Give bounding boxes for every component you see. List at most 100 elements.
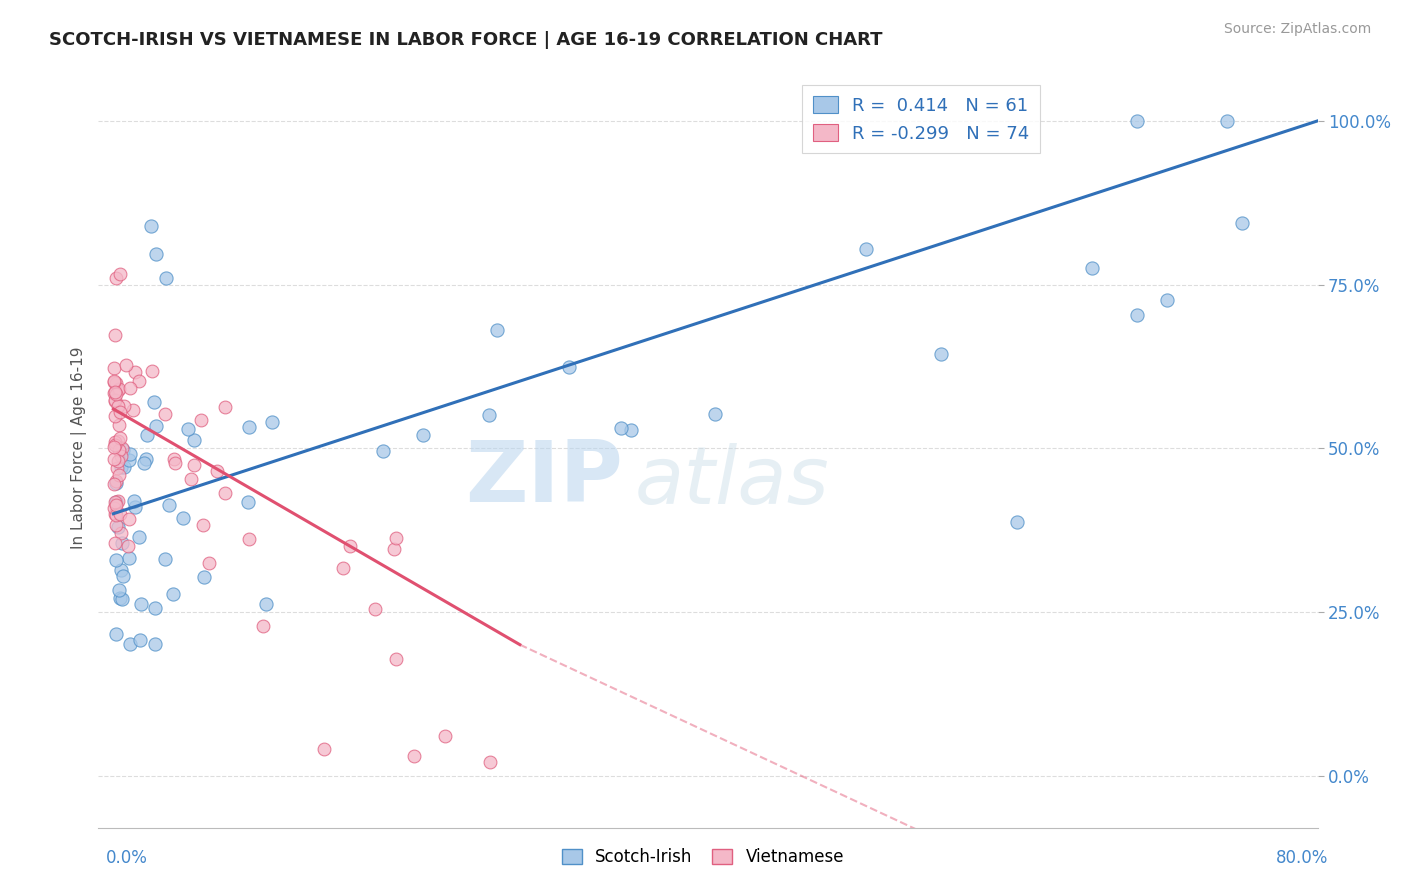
Point	[108, 417, 131, 432]
Point	[855, 242, 877, 256]
Point	[433, 729, 456, 743]
Point	[1081, 260, 1104, 275]
Point	[118, 452, 141, 467]
Y-axis label: In Labor Force | Age 16-19: In Labor Force | Age 16-19	[72, 347, 87, 549]
Point	[929, 347, 952, 361]
Text: 0.0%: 0.0%	[105, 849, 148, 867]
Point	[103, 360, 125, 375]
Point	[404, 748, 426, 763]
Point	[122, 403, 145, 417]
Point	[108, 267, 131, 281]
Point	[104, 384, 127, 399]
Point	[254, 597, 277, 611]
Point	[107, 399, 129, 413]
Point	[111, 569, 134, 583]
Point	[110, 507, 132, 521]
Point	[139, 219, 162, 233]
Point	[118, 381, 141, 395]
Point	[136, 427, 159, 442]
Point	[128, 530, 150, 544]
Point	[157, 498, 180, 512]
Point	[704, 407, 727, 421]
Point	[155, 271, 177, 285]
Point	[332, 560, 354, 574]
Point	[107, 467, 129, 482]
Point	[110, 459, 132, 474]
Point	[183, 458, 205, 472]
Point	[214, 400, 236, 414]
Point	[155, 407, 177, 421]
Point	[107, 384, 129, 398]
Point	[238, 532, 260, 546]
Point	[180, 472, 202, 486]
Point	[122, 494, 145, 508]
Point	[104, 474, 127, 488]
Point	[107, 519, 129, 533]
Point	[163, 456, 186, 470]
Point	[118, 637, 141, 651]
Point	[1126, 309, 1149, 323]
Legend: Scotch-Irish, Vietnamese: Scotch-Irish, Vietnamese	[555, 842, 851, 873]
Point	[104, 438, 127, 452]
Point	[108, 582, 131, 597]
Point	[104, 392, 127, 407]
Point	[478, 756, 501, 770]
Point	[134, 456, 156, 470]
Point	[108, 591, 131, 605]
Point	[103, 451, 125, 466]
Point	[110, 449, 132, 463]
Point	[104, 434, 127, 449]
Point	[207, 464, 229, 478]
Point	[111, 441, 134, 455]
Point	[198, 557, 221, 571]
Point	[412, 428, 434, 442]
Point	[363, 601, 385, 615]
Point	[163, 452, 186, 467]
Point	[118, 447, 141, 461]
Point	[141, 364, 163, 378]
Point	[135, 451, 157, 466]
Point	[104, 536, 127, 550]
Point	[385, 652, 408, 666]
Point	[104, 494, 127, 508]
Point	[105, 495, 128, 509]
Point	[620, 423, 643, 437]
Point	[214, 486, 236, 500]
Point	[162, 587, 184, 601]
Point	[104, 387, 127, 401]
Point	[610, 421, 633, 435]
Point	[382, 542, 405, 557]
Point	[110, 525, 132, 540]
Point	[104, 518, 127, 533]
Point	[115, 358, 138, 372]
Point	[143, 637, 166, 651]
Point	[143, 601, 166, 615]
Point	[112, 443, 135, 458]
Point	[145, 247, 167, 261]
Point	[108, 382, 131, 396]
Point	[104, 409, 127, 423]
Point	[112, 399, 135, 413]
Point	[103, 477, 125, 491]
Point	[172, 511, 194, 525]
Point	[124, 365, 146, 379]
Point	[155, 551, 177, 566]
Point	[190, 413, 212, 427]
Point	[1126, 114, 1149, 128]
Point	[105, 508, 128, 522]
Point	[105, 627, 128, 641]
Point	[236, 495, 259, 509]
Point	[111, 536, 134, 550]
Point	[252, 619, 274, 633]
Point	[145, 419, 167, 434]
Text: Source: ZipAtlas.com: Source: ZipAtlas.com	[1223, 22, 1371, 37]
Point	[193, 569, 215, 583]
Text: ZIP: ZIP	[465, 437, 623, 520]
Point	[118, 550, 141, 565]
Point	[103, 441, 125, 455]
Point	[177, 422, 200, 436]
Point	[238, 420, 260, 434]
Point	[108, 404, 131, 418]
Point	[371, 444, 394, 458]
Point	[117, 539, 139, 553]
